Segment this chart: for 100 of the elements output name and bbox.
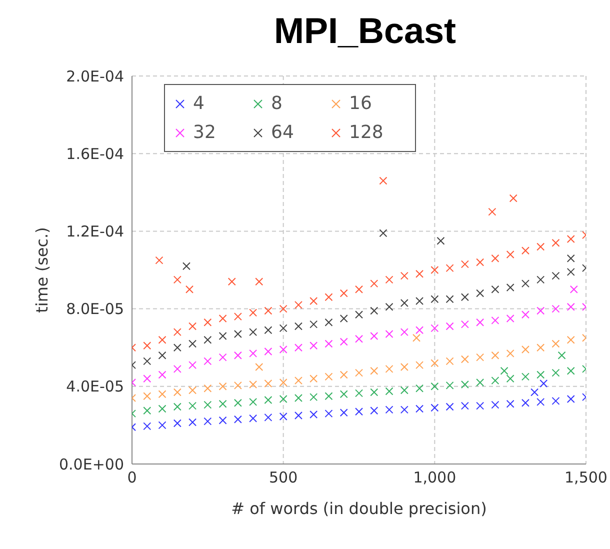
- point: [506, 349, 514, 358]
- point: [355, 334, 363, 343]
- point: [491, 400, 500, 409]
- y-tick-label: 0.0E+00: [59, 455, 124, 474]
- point: [173, 364, 182, 373]
- point: [370, 406, 378, 415]
- point: [460, 355, 469, 364]
- point: [416, 361, 424, 370]
- point: [552, 340, 560, 348]
- point: [249, 308, 258, 317]
- point: [536, 344, 545, 352]
- point: [558, 351, 566, 360]
- point: [279, 304, 288, 313]
- point: [412, 334, 421, 342]
- point: [249, 414, 258, 422]
- point: [509, 194, 518, 202]
- y-tick-label: 1.2E-04: [66, 222, 124, 241]
- point: [143, 422, 152, 430]
- point: [188, 402, 197, 410]
- point: [218, 314, 227, 322]
- point: [294, 300, 302, 309]
- point: [279, 346, 288, 354]
- point: [158, 351, 166, 360]
- point: [264, 413, 272, 422]
- x-tick-label: 0: [127, 468, 137, 487]
- point: [158, 390, 166, 398]
- point: [355, 310, 363, 319]
- point: [506, 400, 514, 408]
- point: [385, 276, 394, 284]
- point: [400, 406, 408, 414]
- point: [204, 400, 212, 409]
- point: [173, 328, 182, 336]
- point: [566, 336, 575, 344]
- point: [521, 346, 530, 354]
- point: [234, 312, 242, 321]
- point: [173, 402, 182, 411]
- point: [264, 306, 272, 315]
- point: [521, 280, 530, 288]
- point: [143, 342, 152, 350]
- point: [416, 404, 424, 413]
- y-tick-label: 1.6E-04: [66, 144, 124, 163]
- point: [416, 297, 424, 306]
- point: [204, 318, 212, 326]
- point: [324, 410, 333, 418]
- point: [400, 272, 408, 280]
- point: [530, 388, 539, 396]
- point: [218, 332, 227, 340]
- legend-label: 128: [349, 122, 384, 143]
- point: [370, 306, 378, 315]
- point: [400, 363, 408, 371]
- point: [521, 372, 530, 381]
- point: [218, 400, 227, 408]
- point: [143, 357, 152, 366]
- point: [370, 280, 378, 288]
- x-tick-label: 500: [269, 468, 298, 487]
- point: [491, 316, 500, 324]
- point: [173, 388, 182, 396]
- point: [536, 276, 545, 284]
- point: [500, 366, 508, 375]
- point: [310, 393, 318, 402]
- point: [234, 351, 242, 360]
- point: [385, 330, 394, 338]
- point: [430, 404, 439, 412]
- point: [430, 266, 439, 274]
- point: [416, 384, 424, 392]
- point: [506, 250, 514, 258]
- point: [255, 363, 264, 371]
- point: [506, 374, 514, 383]
- point: [400, 386, 408, 394]
- point: [476, 289, 484, 298]
- point: [476, 258, 484, 266]
- point: [446, 295, 454, 304]
- point: [310, 410, 318, 419]
- point: [370, 388, 378, 396]
- point: [460, 402, 469, 410]
- point: [521, 246, 530, 255]
- point: [204, 417, 212, 426]
- point: [355, 285, 363, 294]
- point: [379, 176, 388, 185]
- point: [340, 390, 348, 398]
- point: [294, 412, 302, 420]
- point: [540, 379, 548, 388]
- point: [488, 208, 496, 216]
- y-tick-label: 8.0E-05: [66, 300, 124, 318]
- point: [204, 384, 212, 392]
- point: [446, 402, 454, 411]
- point: [355, 408, 363, 416]
- point: [249, 398, 258, 406]
- point: [234, 398, 242, 407]
- point: [446, 264, 454, 272]
- point: [460, 260, 469, 268]
- point: [385, 387, 394, 396]
- point: [566, 302, 575, 311]
- point: [536, 398, 545, 406]
- point: [416, 326, 424, 334]
- point: [446, 381, 454, 390]
- point: [234, 415, 242, 424]
- point: [506, 314, 514, 322]
- y-tick-label: 2.0E-04: [66, 67, 124, 86]
- point: [552, 368, 560, 377]
